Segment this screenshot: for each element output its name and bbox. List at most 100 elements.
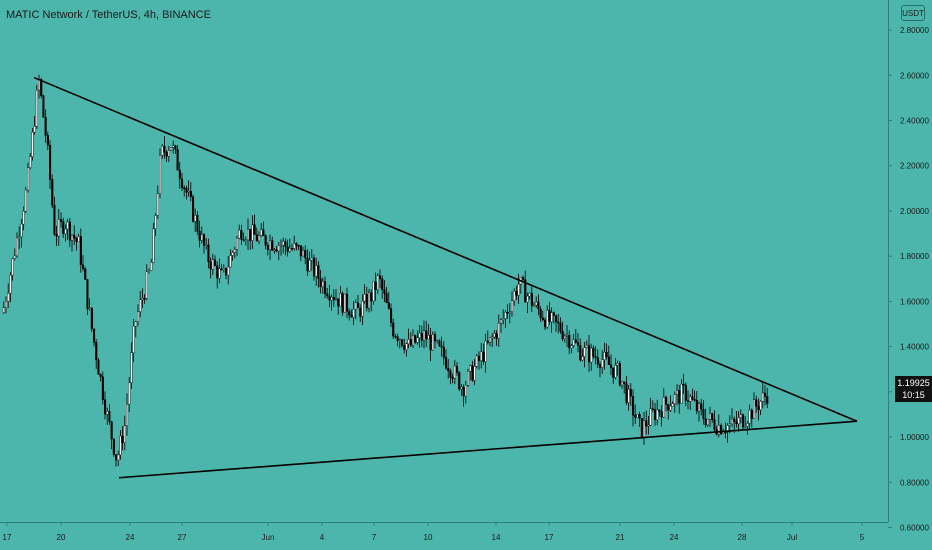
candle-body [462,386,465,397]
candle-body [526,295,529,303]
candle-body [341,293,344,313]
candle-body [238,229,241,239]
candle-body [605,352,608,357]
candle-body [724,431,727,434]
candle-body [744,425,747,428]
candle-body [209,261,212,270]
candle-body [64,228,67,234]
candle-body [169,147,173,151]
candle-body [202,234,206,246]
candle-body [669,405,672,411]
candle-body [176,149,179,171]
candle-body [357,302,360,309]
candle-body [141,298,144,301]
candle-body [88,307,91,310]
candle-body [511,300,514,313]
candle-body [81,264,85,269]
candle-body [145,271,148,299]
candle-body [293,243,296,249]
candle-body [361,300,364,317]
candle-body [161,145,164,156]
candle-body [143,298,146,300]
candle-body [431,334,434,351]
trendline[interactable] [118,420,858,479]
time-tick-label: 24 [126,533,135,542]
candle-body [634,415,637,418]
candle-body [132,326,135,353]
candle-body [136,311,140,322]
candle-body [533,304,536,307]
candle-body [233,249,236,253]
candle-body [566,335,569,337]
candle-body [709,413,712,420]
candle-body [352,308,355,318]
candle-body [656,409,659,421]
candle-body [363,294,366,302]
candle-body [200,234,203,241]
candle-body [471,365,474,381]
candle-body [275,249,278,252]
candle-body [528,293,531,297]
candle-body [315,265,318,277]
candle-body [755,399,758,407]
candle-body [581,356,584,361]
candle-body [269,240,272,250]
candle-body [665,397,668,405]
candle-body [18,236,21,239]
candle-body [207,244,210,262]
candle-body [167,150,170,157]
candle-body [368,292,371,309]
candle-body [493,333,496,338]
candle-body [478,355,481,361]
candle-body [97,359,100,375]
candle-body [286,246,289,252]
candle-body [548,310,551,322]
candle-body [469,365,472,372]
candle-body [517,284,520,296]
candle-body [244,239,247,242]
candle-body [489,336,492,343]
candle-body [339,293,342,307]
candle-body [561,331,564,339]
candle-body [310,257,313,261]
candle-body [396,336,399,341]
candle-body [258,235,261,242]
price-tick-label: 2.20000 [900,162,929,171]
candle-body [326,293,329,297]
candle-body [460,386,463,390]
candle-body [764,392,767,397]
time-tick-label: 28 [738,533,747,542]
last-price-badge: 1.19925 10:15 [895,376,932,402]
candle-body [7,293,10,302]
candle-body [53,204,56,235]
candle-body [618,363,621,386]
candle-body [246,228,250,241]
candle-body [572,339,575,346]
candle-body [299,245,302,257]
candle-body [658,409,661,413]
candle-body [114,454,118,461]
candle-body [180,178,184,189]
candle-body [62,221,65,234]
candle-body [632,396,635,416]
time-tick-label: 4 [320,533,325,542]
currency-button[interactable]: USDT [901,5,925,21]
time-tick-label: 17 [3,533,12,542]
candle-body [482,351,485,362]
candle-body [484,340,487,362]
candle-body [255,234,258,242]
candle-body [717,425,720,435]
candle-body [706,418,709,426]
candle-body [603,352,606,360]
candle-body [711,413,714,420]
candle-body [288,248,291,252]
candle-body [224,267,228,276]
candle-body [282,241,285,246]
candle-body [264,235,267,246]
candle-body [110,421,113,440]
candle-body [403,345,406,350]
trendline[interactable] [33,76,858,422]
candle-body [163,145,166,153]
candle-body [500,319,503,324]
